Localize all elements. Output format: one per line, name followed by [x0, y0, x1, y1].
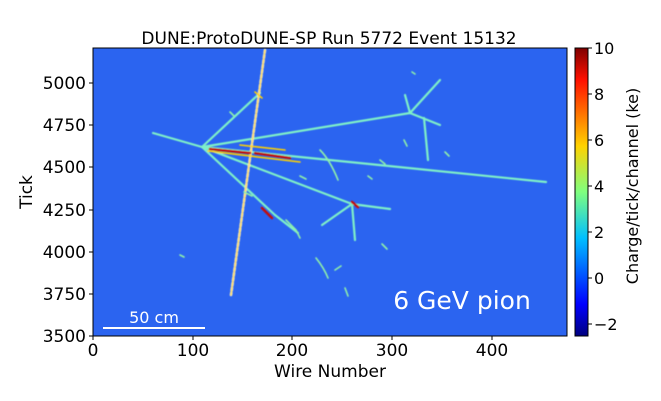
- y-axis: [89, 82, 93, 337]
- cosmic-track-core: [230, 49, 266, 296]
- y-tick-label: 5000: [43, 74, 86, 94]
- plot-background: [93, 48, 567, 336]
- x-tick-label: 100: [177, 341, 209, 361]
- deposit-cluster-12: [411, 71, 416, 75]
- scale-bar-label: 50 cm: [129, 308, 179, 327]
- y-tick-label: 3500: [43, 327, 86, 347]
- x-tick-label: 200: [276, 341, 308, 361]
- y-tick-label: 4500: [43, 158, 86, 178]
- x-axis: [92, 336, 493, 340]
- colorbar-tick-label: 10: [594, 39, 614, 58]
- upper-right-branch-4: [403, 93, 412, 115]
- deposit-cluster-8: [403, 139, 408, 147]
- colorbar-tick-label: 0: [594, 269, 604, 288]
- plot-frame: [92, 47, 568, 337]
- colorbar-tick-label: 8: [594, 85, 604, 104]
- vertex-branch-1: [350, 202, 392, 211]
- shower-core-3: [260, 206, 274, 220]
- x-axis-label: Wire Number: [274, 362, 386, 382]
- y-tick-label: 3750: [43, 285, 86, 305]
- colorbar-tick-label: 6: [594, 131, 604, 150]
- track-up-left: [200, 91, 262, 149]
- shower-halo-1: [207, 150, 301, 163]
- shower-core-1: [208, 147, 252, 155]
- deposit-cluster-7: [299, 175, 307, 180]
- y-tick-label: 4250: [43, 201, 86, 221]
- shower-core-2: [253, 151, 292, 160]
- x-tick-label: 400: [476, 341, 508, 361]
- colorbar-tick-label: 2: [594, 223, 604, 242]
- shower-halo-2: [239, 144, 286, 151]
- shower-core-4: [350, 200, 360, 209]
- deposit-cluster-13: [379, 159, 386, 165]
- vertex-branch-2: [350, 202, 357, 242]
- figure-title: DUNE:ProtoDUNE-SP Run 5772 Event 15132: [141, 29, 516, 49]
- beam-track: [151, 131, 204, 149]
- deposit-cluster-4: [344, 287, 349, 297]
- track-down: [200, 145, 277, 217]
- deposit-cluster-15: [229, 111, 235, 117]
- event-annotation: 6 GeV pion: [393, 286, 531, 315]
- upper-right-branch-3: [422, 116, 430, 162]
- particle-tracks: [151, 48, 548, 297]
- track-upper-right: [200, 111, 412, 149]
- y-axis-label: Tick: [17, 175, 37, 210]
- x-tick-label: 300: [376, 341, 408, 361]
- y-tick-label: 4750: [43, 116, 86, 136]
- colorbar: [574, 47, 589, 337]
- deposit-cluster-6: [444, 151, 450, 157]
- track-to-vertex: [200, 145, 354, 206]
- deposit-cluster-1: [319, 149, 339, 181]
- down-branch: [273, 213, 300, 235]
- deposit-cluster-5: [381, 243, 388, 250]
- colorbar-label: Charge/tick/channel (ke): [623, 88, 642, 284]
- colorbar-ticks: [588, 47, 592, 325]
- deposit-cluster-11: [179, 254, 185, 258]
- x-tick-label: 0: [88, 341, 99, 361]
- colorbar-tick-label: 4: [594, 177, 604, 196]
- deposit-cluster-2: [315, 257, 329, 279]
- deposit-cluster-9: [367, 175, 373, 180]
- y-tick-label: 4000: [43, 243, 86, 263]
- deposit-cluster-3: [285, 219, 301, 239]
- colorbar-tick-label: −2: [594, 315, 618, 334]
- deposit-cluster-10: [243, 191, 253, 197]
- vertex-branch-3: [320, 202, 354, 227]
- upper-right-branch-1: [408, 78, 442, 115]
- shower-halo-3: [254, 91, 263, 99]
- deposit-cluster-14: [334, 265, 342, 271]
